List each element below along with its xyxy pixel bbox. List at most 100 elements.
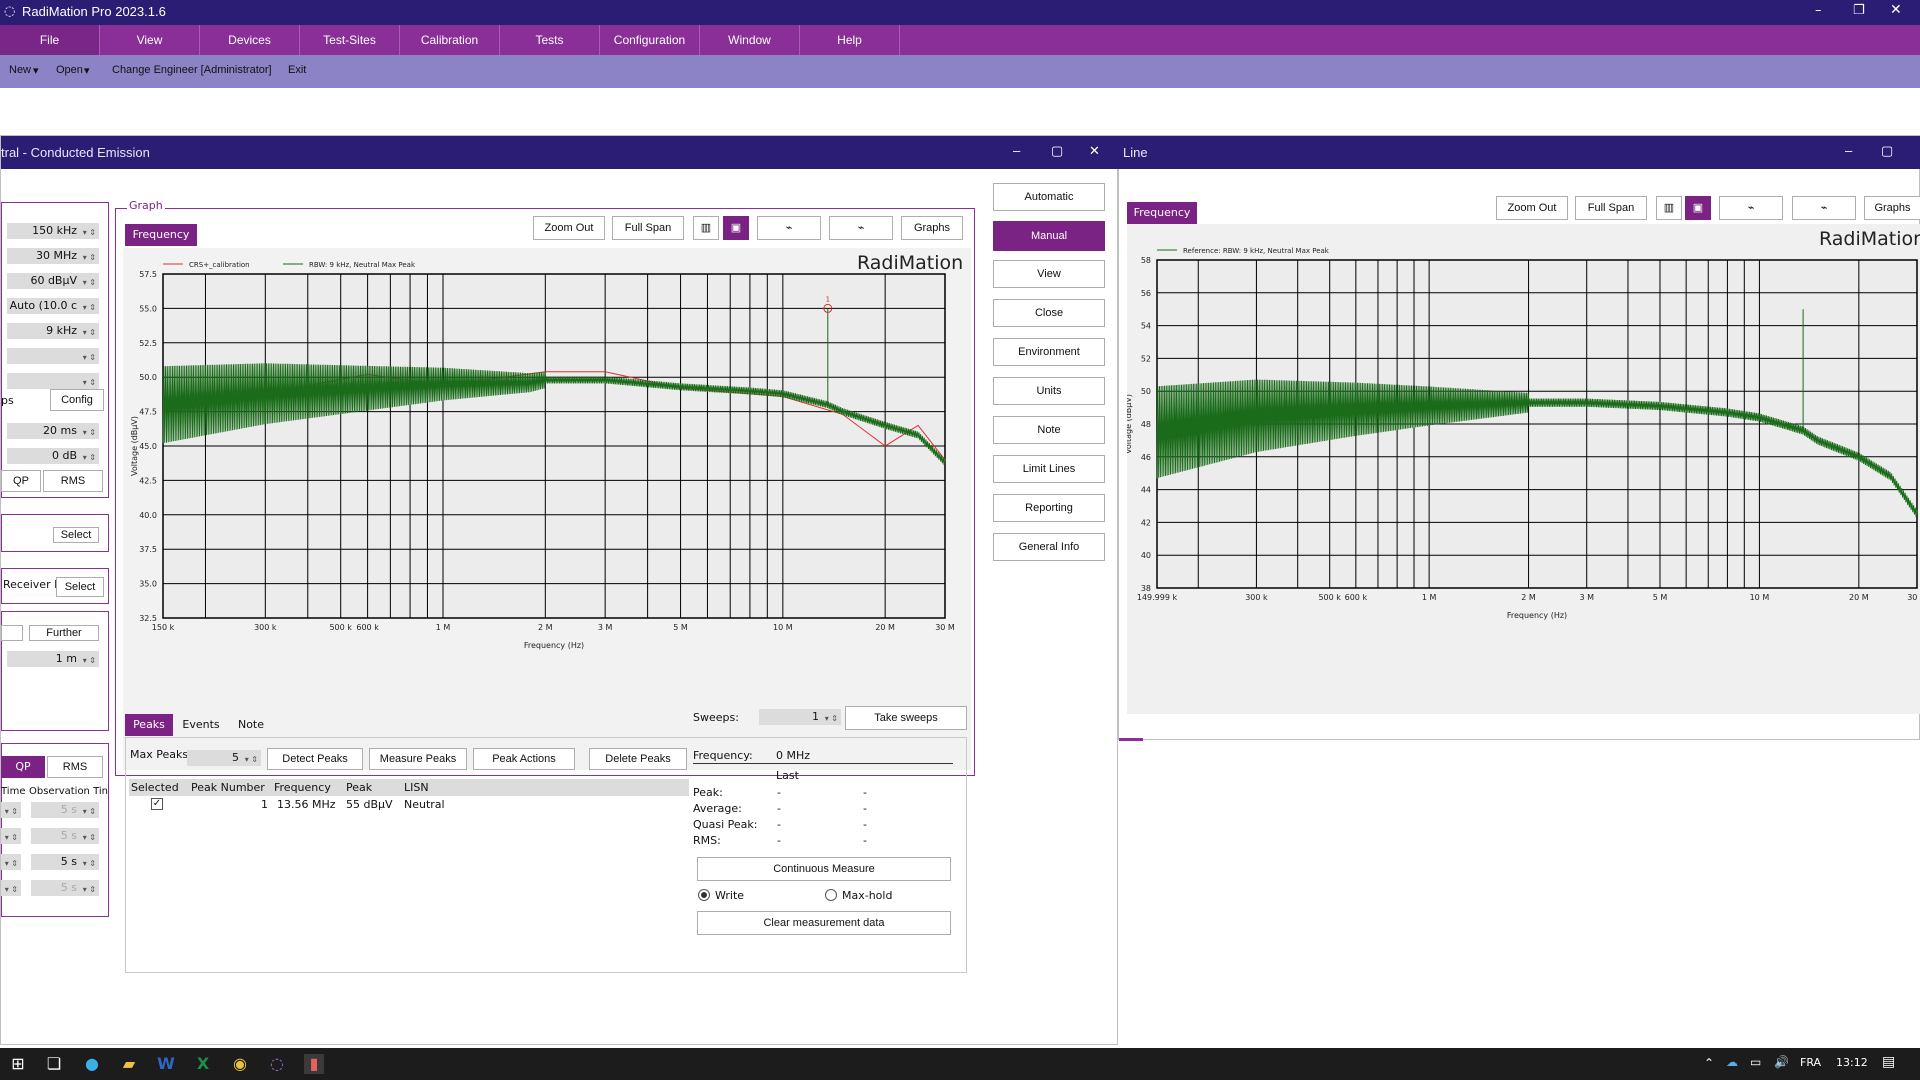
app-icon[interactable]: ▮ [304, 1054, 324, 1074]
zoom-out-button[interactable]: Zoom Out [533, 216, 605, 240]
manual-button[interactable]: Manual [993, 221, 1105, 251]
attenuation-field[interactable]: 0 dB ▾ ⇕ [7, 448, 99, 464]
menu-devices[interactable]: Devices [200, 25, 300, 55]
volume-icon[interactable]: 🔊 [1774, 1055, 1789, 1069]
chrome-icon[interactable]: ◉ [233, 1054, 247, 1073]
windows-start-icon[interactable]: ⊞ [11, 1054, 25, 1073]
distance-field[interactable]: 1 m ▾ ⇕ [7, 651, 99, 667]
spinner-arrows-icon[interactable]: ▾ ⇕ [82, 253, 96, 262]
spinner-arrows-icon[interactable]: ▾ ⇕ [82, 303, 96, 312]
write-radio[interactable] [698, 889, 710, 901]
table-row[interactable]: ✓ 1 13.56 MHz 55 dBµV Neutral [129, 796, 449, 813]
tab-qp[interactable]: QP [1, 756, 45, 778]
radimation-icon[interactable]: ◌ [270, 1054, 284, 1073]
rms-button[interactable]: RMS [43, 470, 103, 492]
qp-button[interactable]: QP [1, 470, 41, 492]
notification-icon[interactable]: ▤ [1882, 1054, 1896, 1070]
tab-note[interactable]: Note [237, 718, 265, 731]
spinner-arrows-icon[interactable]: ▾ ⇕ [82, 378, 96, 387]
grid-view-icon[interactable]: ▥ [693, 216, 719, 240]
spinner-arrows-icon[interactable]: ▾ ⇕ [82, 833, 96, 842]
clock[interactable]: 13:12 [1836, 1056, 1868, 1069]
marker-tool-icon[interactable]: ⌁ [1719, 196, 1783, 220]
restore-icon[interactable]: ❐ [1853, 3, 1865, 18]
edge-icon[interactable]: ● [85, 1054, 99, 1073]
zoom-out-button[interactable]: Zoom Out [1496, 196, 1568, 220]
spinner-arrows-icon[interactable]: ▾ ⇕ [82, 278, 96, 287]
peak-tool-icon[interactable]: ⌁ [829, 216, 893, 240]
further-button[interactable]: Further [29, 625, 99, 641]
menu-test-sites[interactable]: Test-Sites [300, 25, 400, 55]
minimize-icon[interactable]: – [1013, 143, 1021, 158]
spinner-arrows-icon[interactable]: ▾ ⇕ [82, 807, 96, 816]
checkbox[interactable]: ✓ [151, 798, 163, 810]
time-field[interactable]: ▾ ⇕ [1, 854, 21, 870]
spinner-arrows-icon[interactable]: ▾ ⇕ [4, 833, 18, 842]
graphs-button[interactable]: Graphs [901, 216, 963, 240]
general-info-button[interactable]: General Info [993, 533, 1105, 561]
full-span-button[interactable]: Full Span [1575, 196, 1647, 220]
field[interactable] [1, 625, 23, 641]
spinner-arrows-icon[interactable]: ▾ ⇕ [824, 714, 838, 723]
menu-file[interactable]: File [0, 25, 100, 55]
close-button[interactable]: Close [993, 299, 1105, 327]
spinner-arrows-icon[interactable]: ▾ ⇕ [4, 807, 18, 816]
menu-configuration[interactable]: Configuration [600, 25, 700, 55]
marker-tool-icon[interactable]: ⌁ [757, 216, 821, 240]
detect-peaks-button[interactable]: Detect Peaks [267, 748, 363, 770]
spinner-arrows-icon[interactable]: ▾ ⇕ [82, 353, 96, 362]
tab-frequency[interactable]: Frequency [125, 224, 197, 246]
spinner-arrows-icon[interactable]: ▾ ⇕ [82, 428, 96, 437]
menu-view[interactable]: View [100, 25, 200, 55]
word-icon[interactable]: W [157, 1054, 175, 1073]
view-button[interactable]: View [993, 260, 1105, 288]
spinner-arrows-icon[interactable]: ▾ ⇕ [82, 859, 96, 868]
tab-peaks[interactable]: Peaks [125, 714, 173, 736]
spinner-arrows-icon[interactable]: ▾ ⇕ [4, 885, 18, 894]
menu-help[interactable]: Help [800, 25, 900, 55]
close-icon[interactable]: ✕ [1089, 143, 1100, 158]
observation-time-field[interactable]: 5 s ▾ ⇕ [31, 854, 99, 870]
start-frequency-field[interactable]: 150 kHz ▾ ⇕ [7, 223, 99, 239]
measure-peaks-button[interactable]: Measure Peaks [369, 748, 467, 770]
grid-view-icon[interactable]: ▥ [1656, 196, 1682, 220]
chevron-up-icon[interactable]: ⌃ [1704, 1056, 1715, 1070]
select-receiver-button[interactable]: Select [56, 577, 104, 597]
stop-frequency-field[interactable]: 30 MHz ▾ ⇕ [7, 248, 99, 264]
spinner-arrows-icon[interactable]: ▾ ⇕ [82, 453, 96, 462]
network-icon[interactable]: ▭ [1750, 1055, 1762, 1069]
rbw-field[interactable]: 9 kHz ▾ ⇕ [7, 323, 99, 339]
measurement-time-field[interactable]: 20 ms ▾ ⇕ [7, 423, 99, 439]
new-button[interactable]: New [9, 64, 32, 76]
maximize-icon[interactable]: ▢ [1881, 143, 1894, 158]
full-span-button[interactable]: Full Span [612, 216, 684, 240]
file-explorer-icon[interactable]: ▰ [122, 1054, 136, 1073]
language-indicator[interactable]: FRA [1800, 1056, 1822, 1069]
step-size-field[interactable]: Auto (10.0 c ▾ ⇕ [7, 298, 99, 314]
continuous-measure-button[interactable]: Continuous Measure [697, 857, 951, 881]
tab-events[interactable]: Events [182, 718, 220, 731]
config-button[interactable]: Config [50, 389, 104, 411]
minimize-icon[interactable]: – [1845, 143, 1853, 158]
exit-button[interactable]: Exit [288, 64, 307, 76]
graphs-button[interactable]: Graphs [1864, 196, 1920, 220]
delete-peaks-button[interactable]: Delete Peaks [589, 748, 687, 770]
minimize-icon[interactable]: – [1815, 3, 1822, 18]
menu-window[interactable]: Window [700, 25, 800, 55]
menu-calibration[interactable]: Calibration [400, 25, 500, 55]
spinner-arrows-icon[interactable]: ▾ ⇕ [82, 656, 96, 665]
reporting-button[interactable]: Reporting [993, 494, 1105, 522]
excel-icon[interactable]: X [196, 1054, 210, 1073]
reference-level-field[interactable]: 60 dBµV ▾ ⇕ [7, 273, 99, 289]
spinner-arrows-icon[interactable]: ▾ ⇕ [244, 755, 258, 764]
note-button[interactable]: Note [993, 416, 1105, 444]
single-view-icon[interactable]: ▣ [723, 216, 749, 240]
environment-button[interactable]: Environment [993, 338, 1105, 366]
maximize-icon[interactable]: ▢ [1051, 143, 1064, 158]
sweeps-field[interactable]: 1 ▾ ⇕ [759, 709, 841, 725]
spinner-arrows-icon[interactable]: ▾ ⇕ [82, 885, 96, 894]
max-peaks-field[interactable]: 5 ▾ ⇕ [187, 750, 261, 766]
cloud-icon[interactable]: ☁ [1726, 1055, 1738, 1069]
automatic-button[interactable]: Automatic [993, 183, 1105, 211]
peak-tool-icon[interactable]: ⌁ [1792, 196, 1856, 220]
